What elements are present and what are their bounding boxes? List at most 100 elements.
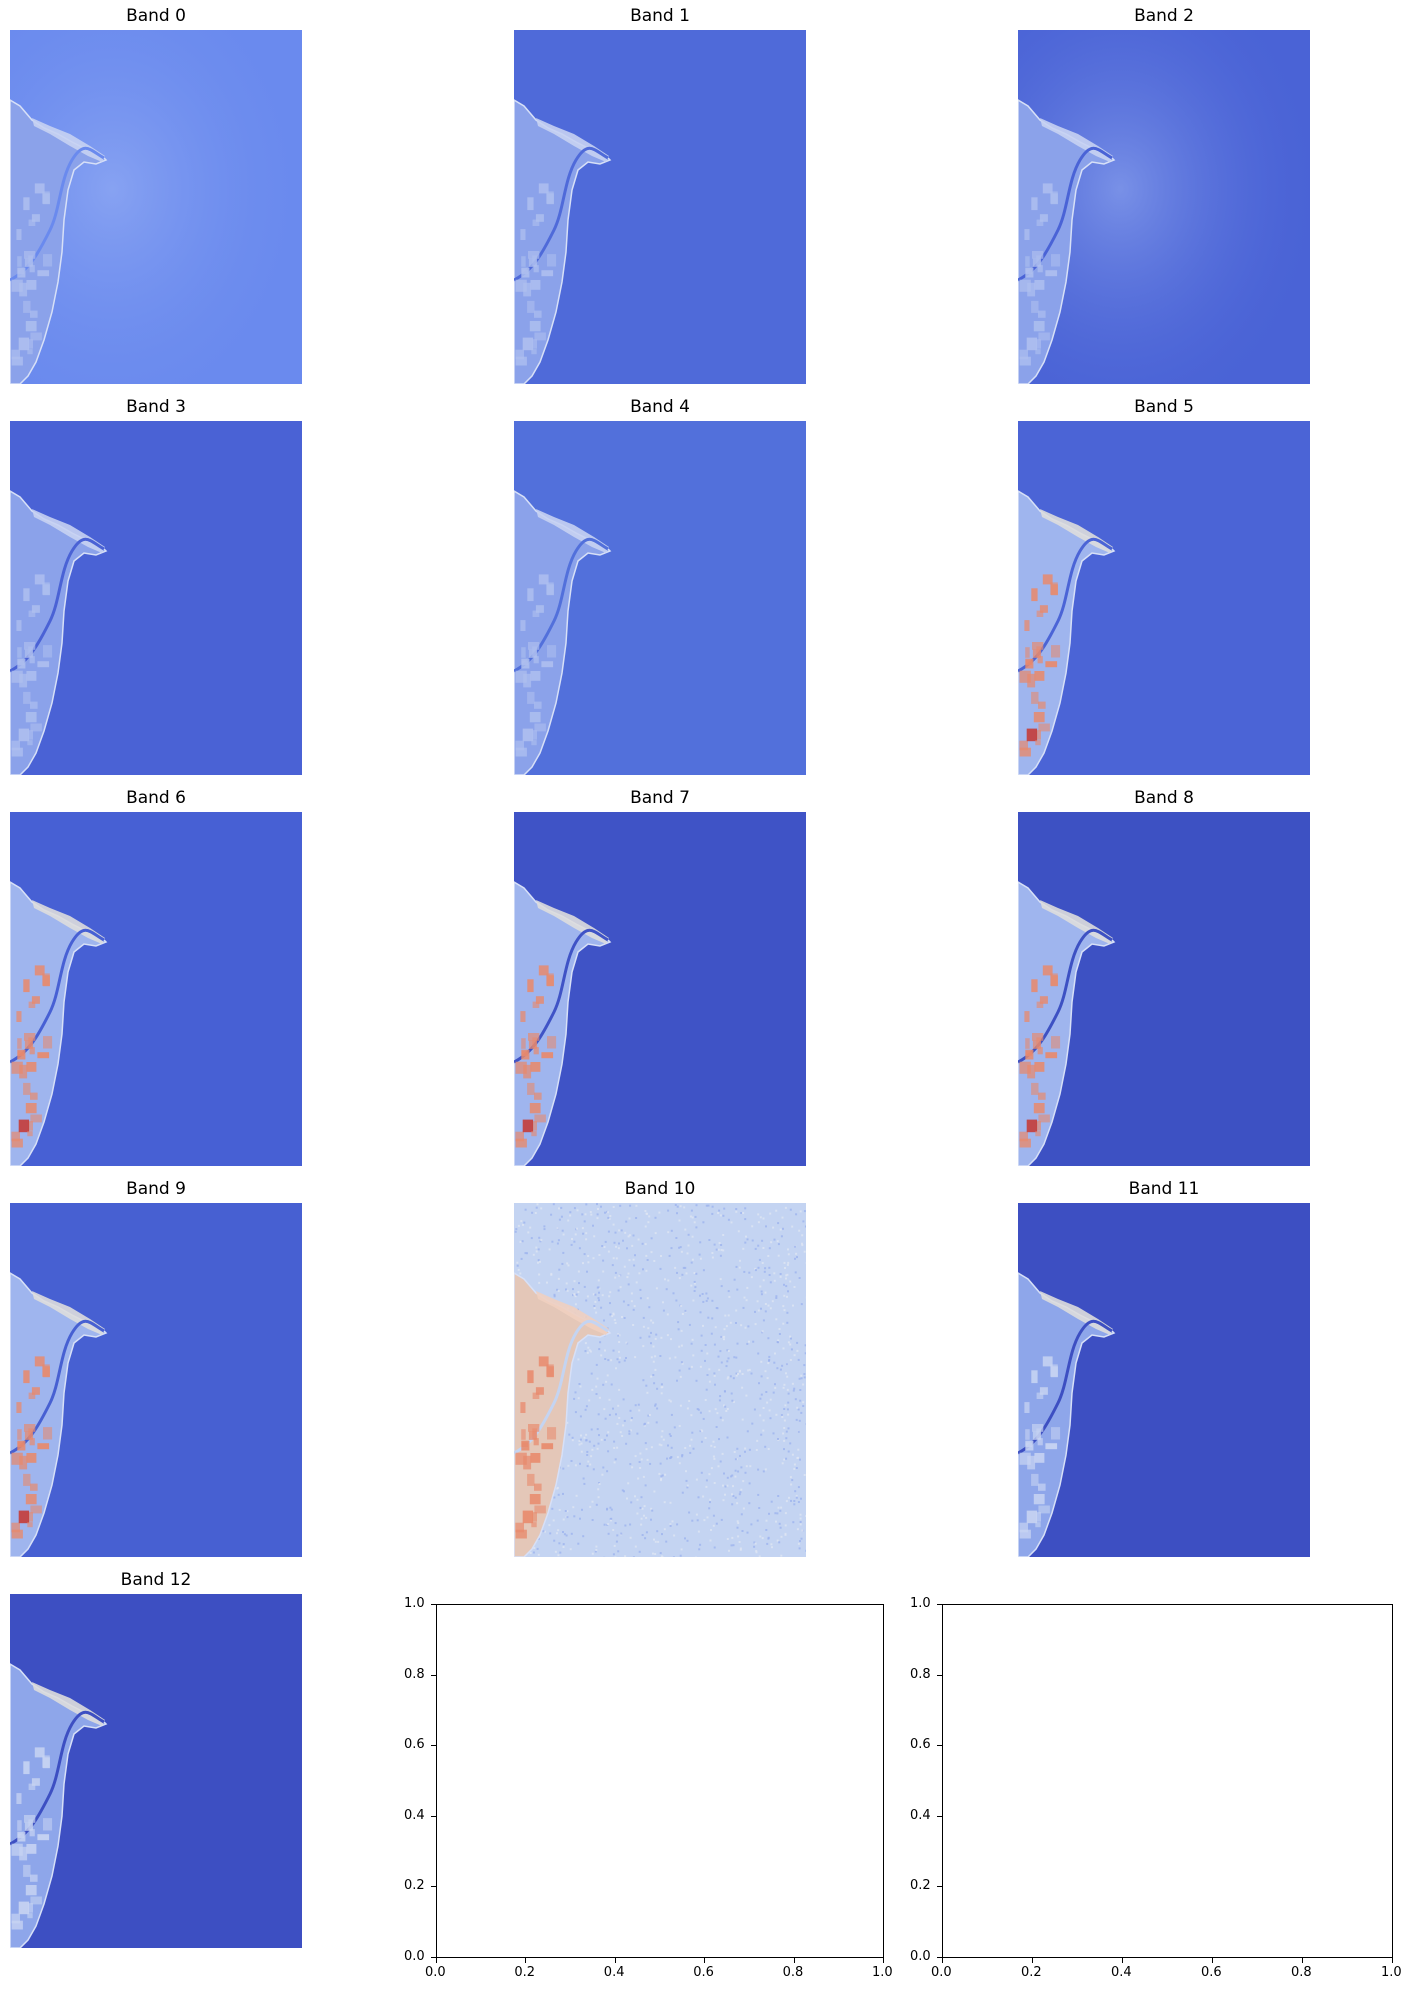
noise-speck — [650, 1446, 653, 1449]
noise-speck — [785, 1277, 787, 1280]
noise-speck — [730, 1221, 733, 1224]
noise-speck — [718, 1438, 720, 1441]
noise-speck — [544, 1530, 546, 1533]
noise-speck — [593, 1235, 596, 1238]
noise-speck — [566, 1421, 569, 1424]
noise-speck — [622, 1239, 624, 1242]
noise-speck — [776, 1367, 779, 1370]
noise-speck — [660, 1383, 663, 1386]
noise-speck — [717, 1355, 720, 1358]
noise-speck — [768, 1409, 771, 1412]
noise-speck — [668, 1399, 671, 1402]
field-patch — [11, 1131, 20, 1142]
noise-speck — [573, 1207, 576, 1210]
x-tick-label: 0.0 — [425, 1965, 446, 1980]
noise-speck — [793, 1503, 796, 1506]
field-patch — [23, 300, 31, 313]
field-patch — [1050, 975, 1058, 987]
noise-speck — [714, 1383, 716, 1386]
field-patch — [538, 183, 549, 194]
noise-speck — [786, 1388, 789, 1391]
field-patch — [541, 661, 554, 668]
noise-speck — [584, 1342, 587, 1345]
noise-speck — [692, 1447, 695, 1450]
field-patch — [1019, 356, 1031, 366]
x-tick — [1122, 1958, 1123, 1963]
noise-speck — [607, 1230, 610, 1233]
field-patch — [1033, 712, 1045, 723]
x-tick-label: 0.2 — [514, 1965, 536, 1980]
noise-speck — [674, 1266, 677, 1269]
noise-speck — [556, 1288, 559, 1291]
noise-speck — [789, 1343, 792, 1346]
field-patch — [30, 1483, 38, 1491]
noise-speck — [706, 1297, 709, 1300]
field-patch — [11, 1522, 20, 1533]
field-patch — [18, 728, 30, 742]
noise-speck — [585, 1232, 588, 1235]
noise-speck — [801, 1244, 804, 1247]
noise-speck — [786, 1273, 789, 1276]
noise-speck — [771, 1300, 774, 1303]
noise-speck — [676, 1379, 678, 1382]
field-patch — [527, 197, 534, 211]
panel-title: Band 9 — [126, 1179, 186, 1199]
noise-speck — [774, 1512, 777, 1515]
field-patch — [1032, 251, 1044, 259]
field-patch — [527, 1473, 535, 1486]
sand-spit — [536, 509, 609, 553]
field-patch — [530, 1453, 541, 1463]
field-patch — [1034, 280, 1045, 290]
noise-speck — [574, 1303, 577, 1306]
field-patch — [1036, 1001, 1044, 1008]
noise-speck — [739, 1259, 741, 1262]
band-image — [514, 30, 806, 384]
field-patch — [1037, 265, 1043, 273]
field-patch — [531, 349, 537, 355]
noise-speck — [734, 1475, 737, 1478]
noise-speck — [632, 1234, 635, 1237]
noise-speck — [726, 1408, 729, 1410]
noise-speck — [760, 1290, 763, 1293]
noise-speck — [597, 1488, 600, 1491]
noise-speck — [645, 1531, 648, 1534]
noise-speck — [793, 1463, 796, 1466]
noise-speck — [598, 1483, 601, 1485]
noise-speck — [796, 1528, 799, 1531]
noise-speck — [789, 1335, 792, 1338]
noise-speck — [670, 1229, 673, 1232]
noise-speck — [580, 1450, 583, 1453]
noise-speck — [786, 1408, 789, 1411]
noise-speck — [575, 1227, 578, 1230]
noise-speck — [783, 1439, 786, 1442]
noise-speck — [562, 1467, 565, 1470]
noise-speck — [537, 1537, 540, 1540]
field-patch — [26, 1453, 37, 1463]
field-patch — [531, 740, 537, 746]
field-patch — [16, 229, 22, 240]
noise-speck — [553, 1539, 556, 1542]
y-tick-label: 0.4 — [404, 1807, 425, 1823]
field-patch — [28, 1001, 36, 1008]
noise-speck — [645, 1448, 648, 1451]
noise-speck — [714, 1408, 717, 1411]
noise-speck — [704, 1399, 707, 1401]
noise-speck — [789, 1476, 792, 1479]
noise-speck — [677, 1321, 680, 1324]
noise-speck — [600, 1438, 603, 1441]
field-patch — [1045, 270, 1058, 277]
noise-speck — [614, 1271, 617, 1274]
noise-speck — [650, 1518, 652, 1521]
field-patch — [30, 1896, 42, 1905]
noise-speck — [612, 1407, 614, 1410]
noise-speck — [775, 1297, 778, 1299]
field-patch — [521, 1429, 526, 1440]
noise-speck — [640, 1496, 643, 1499]
noise-speck — [645, 1212, 648, 1215]
field-patch — [546, 1366, 554, 1378]
field-patch — [1039, 996, 1048, 1004]
noise-speck — [633, 1264, 636, 1267]
noise-speck — [623, 1317, 626, 1319]
noise-speck — [592, 1468, 595, 1471]
noise-speck — [803, 1364, 806, 1367]
